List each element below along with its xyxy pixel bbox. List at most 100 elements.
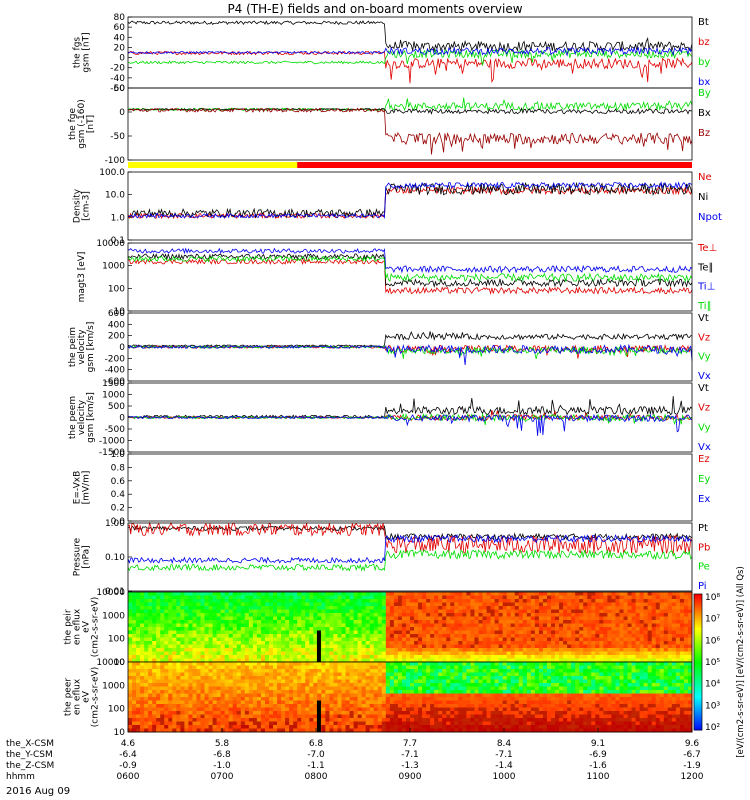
heatmap-cell [305, 658, 310, 663]
heatmap-cell [244, 693, 250, 698]
heatmap-cell [156, 644, 161, 649]
heatmap-cell [260, 721, 266, 726]
heatmap-cell [160, 669, 165, 673]
heatmap-cell [393, 651, 399, 656]
heatmap-cell [321, 669, 326, 673]
heatmap-cell [325, 630, 330, 635]
heatmap-cell [252, 592, 258, 596]
heatmap-cell [410, 711, 415, 715]
series-line-Te∥ [127, 252, 693, 288]
heatmap-cell [377, 658, 383, 663]
heatmap-cell [490, 721, 496, 726]
heatmap-cell [603, 648, 608, 652]
heatmap-cell [329, 704, 334, 708]
heatmap-cell [571, 599, 576, 603]
heatmap-cell [667, 655, 673, 659]
heatmap-cell [430, 613, 435, 617]
heatmap-cell [144, 725, 149, 729]
y-axis-label: the peiren efluxeV(cm2-s-sr-eV) [64, 597, 101, 657]
heatmap-cell [313, 679, 318, 684]
heatmap-cell [345, 690, 351, 694]
heatmap-cell [136, 700, 141, 705]
heatmap-cell [389, 690, 395, 694]
heatmap-cell [349, 595, 355, 600]
heatmap-cell [281, 644, 286, 649]
heatmap-cell [337, 606, 343, 610]
heatmap-cell [252, 672, 258, 677]
heatmap-cell [530, 606, 536, 610]
heatmap-cell [224, 623, 230, 628]
heatmap-cell [325, 592, 330, 596]
heatmap-cell [530, 655, 536, 659]
heatmap-cell [172, 704, 177, 708]
legend-entry: Pe [698, 562, 710, 573]
heatmap-cell [144, 672, 149, 677]
heatmap-cell [220, 599, 226, 603]
heatmap-cell [583, 644, 588, 649]
heatmap-cell [212, 669, 218, 673]
heatmap-cell [381, 718, 387, 722]
heatmap-cell [381, 634, 387, 638]
heatmap-cell [542, 602, 548, 607]
heatmap-cell [333, 662, 338, 666]
heatmap-cell [341, 606, 347, 610]
heatmap-cell [305, 592, 310, 596]
heatmap-cell [410, 686, 415, 691]
heatmap-cell [410, 606, 415, 610]
heatmap-cell [494, 679, 500, 684]
heatmap-cell [667, 637, 673, 642]
series-line-Vt [127, 331, 693, 348]
heatmap-cell [264, 676, 270, 680]
y-axis-label: the peemvelocitygsm [km/s] [68, 392, 96, 443]
heatmap-cell [309, 602, 314, 607]
heatmap-cell [293, 616, 298, 621]
heatmap-cell [611, 641, 616, 645]
heatmap-cell [442, 613, 447, 617]
heatmap-cell [591, 641, 596, 645]
heatmap-cell [208, 655, 214, 659]
heatmap-cell [313, 725, 318, 729]
heatmap-cell [474, 602, 479, 607]
heatmap-cell [277, 690, 282, 694]
heatmap-cell [426, 616, 431, 621]
heatmap-cell [442, 595, 447, 600]
heatmap-cell [422, 599, 427, 603]
heatmap-cell [442, 700, 447, 705]
heatmap-cell [595, 644, 600, 649]
heatmap-cell [675, 627, 681, 631]
heatmap-cell [172, 648, 177, 652]
heatmap-cell [518, 718, 524, 722]
heatmap-cell [273, 648, 278, 652]
heatmap-cell [200, 648, 206, 652]
heatmap-cell [506, 665, 512, 670]
heatmap-cell [305, 651, 310, 656]
heatmap-cell [522, 637, 528, 642]
heatmap-cell [397, 602, 403, 607]
heatmap-cell [180, 620, 185, 624]
heatmap-cell [450, 718, 455, 722]
heatmap-cell [140, 714, 145, 719]
heatmap-cell [401, 592, 407, 596]
heatmap-cell [494, 697, 500, 701]
heatmap-cell [180, 595, 185, 600]
heatmap-cell [172, 690, 177, 694]
heatmap-cell [349, 620, 355, 624]
heatmap-cell [687, 620, 693, 624]
heatmap-cell [389, 627, 395, 631]
heatmap-cell [470, 616, 475, 621]
heatmap-cell [434, 718, 439, 722]
heatmap-cell [289, 623, 294, 628]
heatmap-cell [426, 595, 431, 600]
heatmap-cell [248, 672, 254, 677]
heatmap-cell [490, 676, 496, 680]
heatmap-cell [341, 655, 347, 659]
heatmap-cell [482, 630, 488, 635]
heatmap-cell [486, 627, 492, 631]
heatmap-cell [333, 655, 338, 659]
heatmap-cell [285, 690, 290, 694]
heatmap-cell [615, 634, 620, 638]
heatmap-cell [442, 693, 447, 698]
heatmap-cell [289, 707, 294, 712]
heatmap-cell [128, 620, 133, 624]
